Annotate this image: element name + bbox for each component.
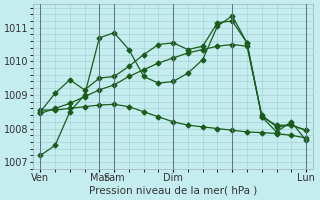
X-axis label: Pression niveau de la mer( hPa ): Pression niveau de la mer( hPa ) [89, 186, 257, 196]
